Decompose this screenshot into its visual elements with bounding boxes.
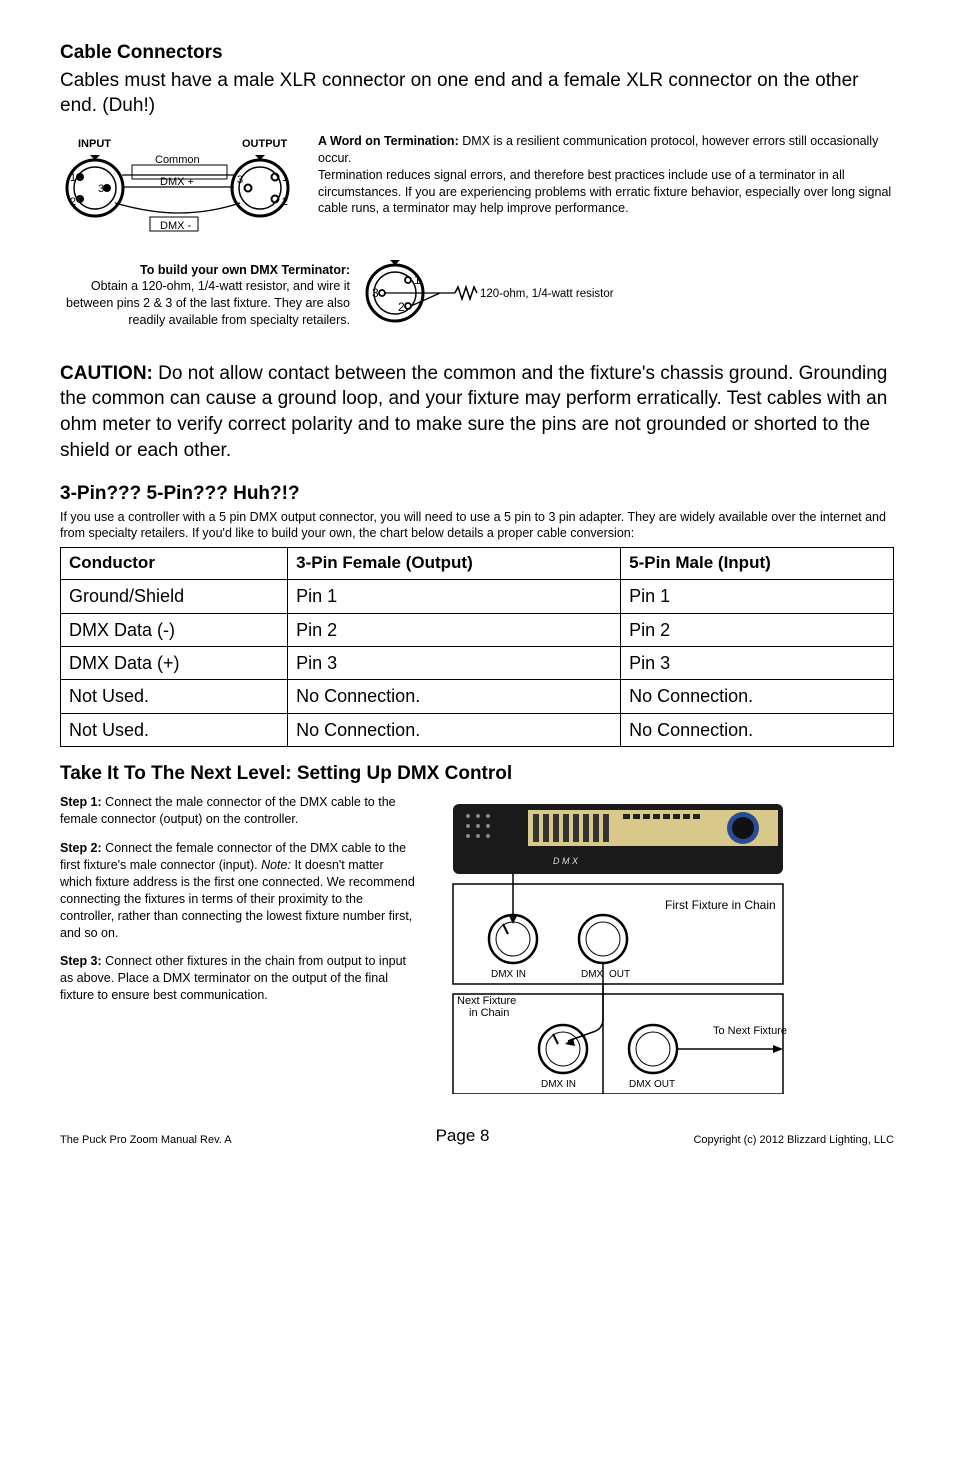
- footer-right: Copyright (c) 2012 Blizzard Lighting, LL…: [693, 1133, 894, 1148]
- svg-text:DMX: DMX: [581, 969, 604, 980]
- xlr-diagram: 1 2 3 INPUT 1 2 3 OUTPUT Common DMX +: [60, 133, 300, 248]
- caution-body: Do not allow contact between the common …: [60, 363, 887, 461]
- table-row: Not Used.No Connection.No Connection.: [61, 680, 894, 713]
- setup-steps-text: Step 1: Connect the male connector of th…: [60, 794, 415, 1099]
- step1-body: Connect the male connector of the DMX ca…: [60, 795, 396, 826]
- table-row: DMX Data (-)Pin 2Pin 2: [61, 613, 894, 646]
- svg-text:3: 3: [372, 286, 379, 300]
- svg-text:2: 2: [70, 196, 76, 208]
- svg-text:OUT: OUT: [609, 969, 630, 980]
- step2-note-lead: Note:: [261, 858, 291, 872]
- svg-text:D M X: D M X: [553, 856, 579, 866]
- footer-left: The Puck Pro Zoom Manual Rev. A: [60, 1133, 232, 1148]
- table-header-row: Conductor 3-Pin Female (Output) 5-Pin Ma…: [61, 548, 894, 580]
- col-3pin: 3-Pin Female (Output): [288, 548, 621, 580]
- termination-paragraph: A Word on Termination: DMX is a resilien…: [318, 133, 894, 248]
- svg-text:1: 1: [282, 172, 288, 184]
- cable-connectors-body: Cables must have a male XLR connector on…: [60, 68, 894, 119]
- svg-text:1: 1: [414, 273, 421, 287]
- common-label: Common: [155, 154, 200, 166]
- dmx-plus-label: DMX +: [160, 176, 194, 188]
- pin-section-heading: 3-Pin??? 5-Pin??? Huh?!?: [60, 481, 894, 507]
- terminator-build-lead: To build your own DMX Terminator:: [140, 263, 350, 277]
- caution-lead: CAUTION:: [60, 363, 153, 384]
- table-row: DMX Data (+)Pin 3Pin 3: [61, 646, 894, 679]
- svg-text:in Chain: in Chain: [469, 1007, 509, 1019]
- termination-lead: A Word on Termination:: [318, 134, 462, 148]
- col-conductor: Conductor: [61, 548, 288, 580]
- output-label: OUTPUT: [242, 138, 288, 150]
- terminator-build-diagram: 1 2 3 120-ohm, 1/4-watt resistor: [360, 258, 620, 333]
- svg-text:1: 1: [70, 172, 76, 184]
- table-row: Not Used.No Connection.No Connection.: [61, 713, 894, 746]
- input-label: INPUT: [78, 138, 111, 150]
- to-next-fixture-label: To Next Fixture: [713, 1025, 787, 1037]
- svg-text:DMX IN: DMX IN: [491, 969, 526, 980]
- svg-text:3: 3: [237, 174, 243, 186]
- xlr-termination-row: 1 2 3 INPUT 1 2 3 OUTPUT Common DMX +: [60, 133, 894, 248]
- svg-text:DMX IN: DMX IN: [541, 1079, 576, 1090]
- terminator-build-text: To build your own DMX Terminator: Obtain…: [60, 262, 360, 330]
- pin-section-note: If you use a controller with a 5 pin DMX…: [60, 509, 894, 542]
- svg-text:3: 3: [98, 183, 104, 195]
- col-5pin: 5-Pin Male (Input): [621, 548, 894, 580]
- svg-text:2: 2: [282, 196, 288, 208]
- page-footer: The Puck Pro Zoom Manual Rev. A Page 8 C…: [60, 1125, 894, 1148]
- chain-diagram: D M X First Fixture in Chain DMX IN DMX …: [433, 794, 894, 1099]
- first-fixture-label: First Fixture in Chain: [665, 898, 776, 912]
- cable-connectors-heading: Cable Connectors: [60, 40, 894, 66]
- setup-heading: Take It To The Next Level: Setting Up DM…: [60, 761, 894, 787]
- terminator-build-row: To build your own DMX Terminator: Obtain…: [60, 258, 894, 333]
- caution-paragraph: CAUTION: Do not allow contact between th…: [60, 361, 894, 464]
- step1-lead: Step 1:: [60, 795, 102, 809]
- step3-body: Connect other fixtures in the chain from…: [60, 954, 406, 1002]
- dmx-minus-label: DMX -: [160, 220, 192, 232]
- pin-conversion-table: Conductor 3-Pin Female (Output) 5-Pin Ma…: [60, 547, 894, 746]
- setup-row: Step 1: Connect the male connector of th…: [60, 794, 894, 1099]
- step2-lead: Step 2:: [60, 841, 102, 855]
- step3-lead: Step 3:: [60, 954, 102, 968]
- resistor-label: 120-ohm, 1/4-watt resistor: [480, 288, 614, 300]
- footer-center: Page 8: [232, 1125, 694, 1148]
- svg-text:DMX OUT: DMX OUT: [629, 1079, 675, 1090]
- terminator-build-body: Obtain a 120-ohm, 1/4-watt resistor, and…: [66, 279, 350, 327]
- svg-text:2: 2: [398, 300, 405, 314]
- table-row: Ground/ShieldPin 1Pin 1: [61, 580, 894, 613]
- next-fixture-label: Next Fixture: [457, 995, 516, 1007]
